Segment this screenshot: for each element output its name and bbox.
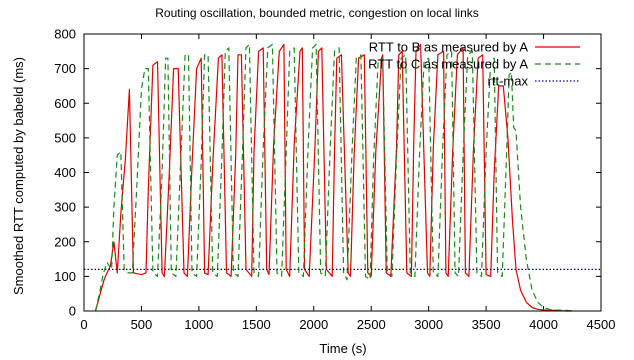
y-tick-label: 400 xyxy=(54,165,76,180)
axis-ticks: 0 500 1000 1500 2000 2500 3000 3500 4000 4500 0 100… xyxy=(54,27,615,333)
x-tick-label: 0 xyxy=(80,317,87,332)
y-tick-label: 700 xyxy=(54,61,76,76)
x-tick-label: 2500 xyxy=(357,317,386,332)
chart-title: Routing oscillation, bounded metric, con… xyxy=(155,6,479,20)
legend-label: RTT to C as measured by A xyxy=(368,57,528,72)
series-line-1 xyxy=(94,43,573,312)
x-axis-title: Time (s) xyxy=(319,341,366,356)
y-tick-label: 800 xyxy=(54,27,76,42)
x-tick-label: 2000 xyxy=(299,317,328,332)
x-tick-label: 1000 xyxy=(184,317,213,332)
legend: RTT to B as measured by A RTT to C as mea… xyxy=(368,40,580,89)
y-tick-label: 200 xyxy=(54,234,76,249)
x-tick-label: 3000 xyxy=(414,317,443,332)
x-tick-label: 4000 xyxy=(529,317,558,332)
x-tick-label: 1500 xyxy=(242,317,271,332)
series-layer xyxy=(84,43,601,312)
y-tick-label: 100 xyxy=(54,269,76,284)
x-tick-label: 4500 xyxy=(587,317,616,332)
legend-label: RTT to B as measured by A xyxy=(369,40,529,55)
x-tick-label: 500 xyxy=(131,317,153,332)
y-tick-label: 500 xyxy=(54,130,76,145)
plot-frame xyxy=(83,33,602,312)
y-tick-label: 600 xyxy=(54,96,76,111)
y-tick-label: 300 xyxy=(54,200,76,215)
legend-label: rtt-max xyxy=(488,74,529,89)
y-tick-label: 0 xyxy=(69,304,76,319)
y-axis-title: Smoothed RTT computed by babeld (ms) xyxy=(11,57,26,295)
x-tick-label: 3500 xyxy=(472,317,501,332)
